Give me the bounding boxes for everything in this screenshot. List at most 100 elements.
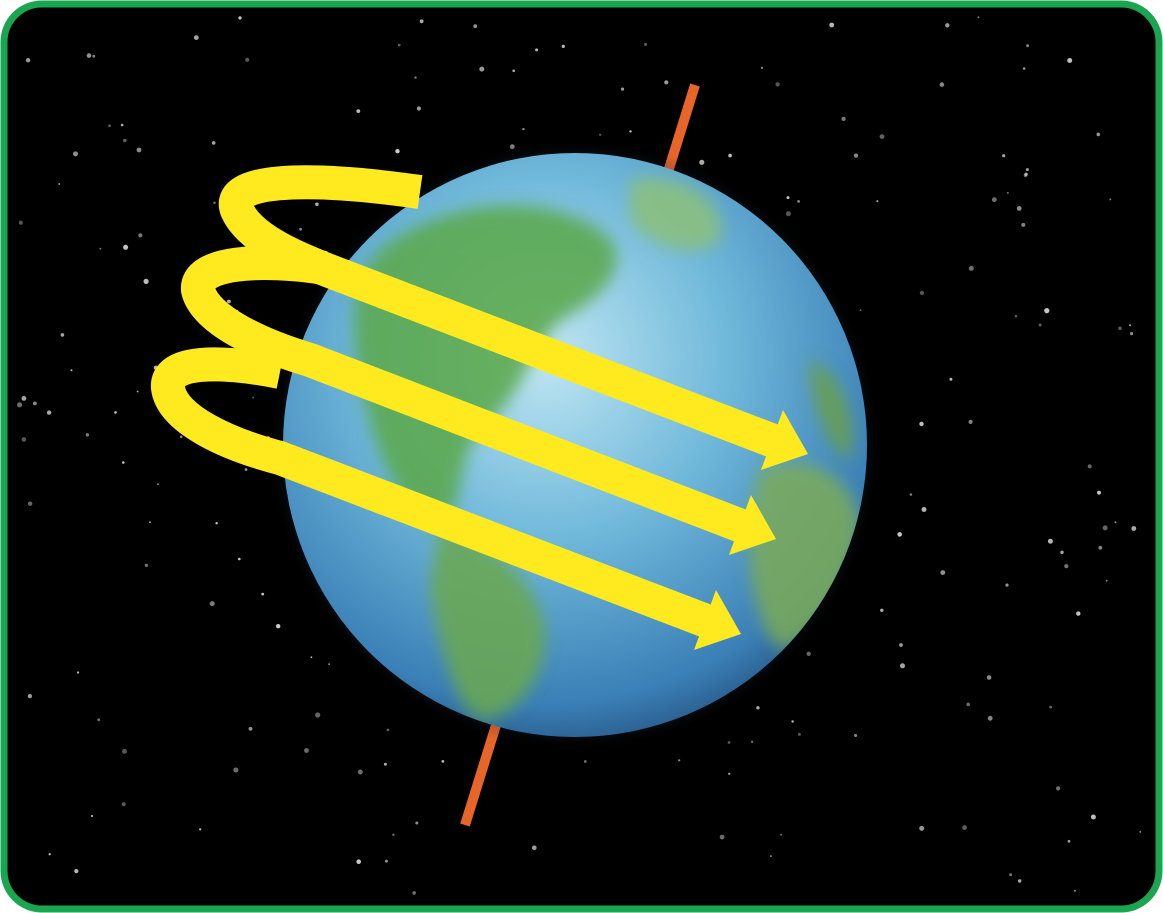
star	[74, 869, 79, 874]
star	[99, 247, 102, 250]
star	[276, 624, 281, 629]
star	[73, 151, 78, 157]
star	[384, 859, 388, 863]
star	[1009, 873, 1012, 877]
star	[897, 532, 902, 537]
star	[829, 22, 835, 28]
star	[797, 200, 800, 203]
star	[841, 116, 846, 121]
star	[1025, 168, 1029, 172]
star	[215, 522, 218, 525]
star	[699, 159, 705, 165]
star	[940, 570, 946, 575]
star	[233, 767, 239, 773]
star	[921, 507, 927, 512]
star	[315, 712, 321, 718]
star	[299, 227, 302, 231]
rotation-arrows	[151, 165, 783, 638]
star	[108, 124, 111, 127]
star	[1074, 889, 1076, 892]
star	[414, 76, 417, 79]
star	[1098, 545, 1103, 550]
star	[123, 244, 129, 250]
star	[977, 16, 980, 19]
star	[1056, 786, 1061, 791]
star	[909, 493, 913, 496]
star	[1102, 525, 1108, 531]
star	[27, 501, 33, 506]
star	[1096, 132, 1101, 137]
star	[1067, 58, 1073, 63]
star	[244, 468, 248, 471]
star	[968, 265, 974, 271]
star	[1024, 172, 1028, 176]
star	[412, 891, 416, 895]
star	[473, 24, 478, 29]
star	[1016, 206, 1022, 211]
star	[479, 66, 485, 72]
star	[1114, 521, 1117, 524]
star	[25, 58, 31, 63]
star	[962, 825, 967, 830]
star	[33, 401, 37, 406]
star	[18, 220, 23, 225]
star	[966, 702, 970, 707]
star	[991, 197, 997, 203]
arrowhead	[761, 410, 808, 470]
star	[939, 82, 945, 87]
star	[114, 411, 117, 414]
star	[416, 106, 421, 111]
star	[775, 82, 780, 87]
star	[149, 521, 151, 523]
star	[1131, 526, 1137, 531]
star	[227, 299, 231, 304]
star	[791, 720, 794, 723]
star	[968, 419, 973, 424]
star	[770, 855, 772, 857]
star	[664, 80, 669, 85]
star	[415, 821, 419, 825]
star	[1129, 324, 1131, 327]
star	[138, 233, 143, 238]
star	[522, 127, 525, 131]
star	[179, 435, 183, 439]
arrowhead	[729, 495, 776, 555]
star	[1005, 583, 1009, 587]
star	[46, 410, 52, 415]
star	[1105, 579, 1108, 582]
star	[211, 141, 216, 145]
arrowheads	[694, 410, 808, 650]
star	[92, 54, 96, 58]
star	[60, 333, 65, 337]
star	[90, 814, 94, 818]
star	[750, 740, 754, 743]
star	[419, 19, 424, 24]
star	[797, 732, 801, 736]
star	[310, 656, 313, 659]
star	[785, 211, 791, 217]
star	[121, 802, 126, 807]
star	[86, 53, 92, 58]
star	[48, 853, 51, 856]
star	[1014, 314, 1018, 318]
star	[919, 421, 924, 427]
star	[760, 66, 764, 69]
star	[441, 760, 445, 763]
star	[780, 833, 782, 836]
star	[136, 390, 139, 393]
star	[122, 748, 127, 754]
star	[120, 123, 124, 127]
star	[899, 643, 903, 647]
star	[1047, 538, 1053, 544]
star	[900, 663, 905, 669]
star	[356, 859, 362, 864]
star	[1044, 308, 1050, 314]
star	[727, 741, 731, 744]
star	[1038, 323, 1042, 327]
star	[1006, 191, 1009, 194]
star	[58, 183, 61, 185]
star	[357, 769, 363, 775]
stars	[17, 16, 1141, 895]
star	[123, 138, 127, 143]
